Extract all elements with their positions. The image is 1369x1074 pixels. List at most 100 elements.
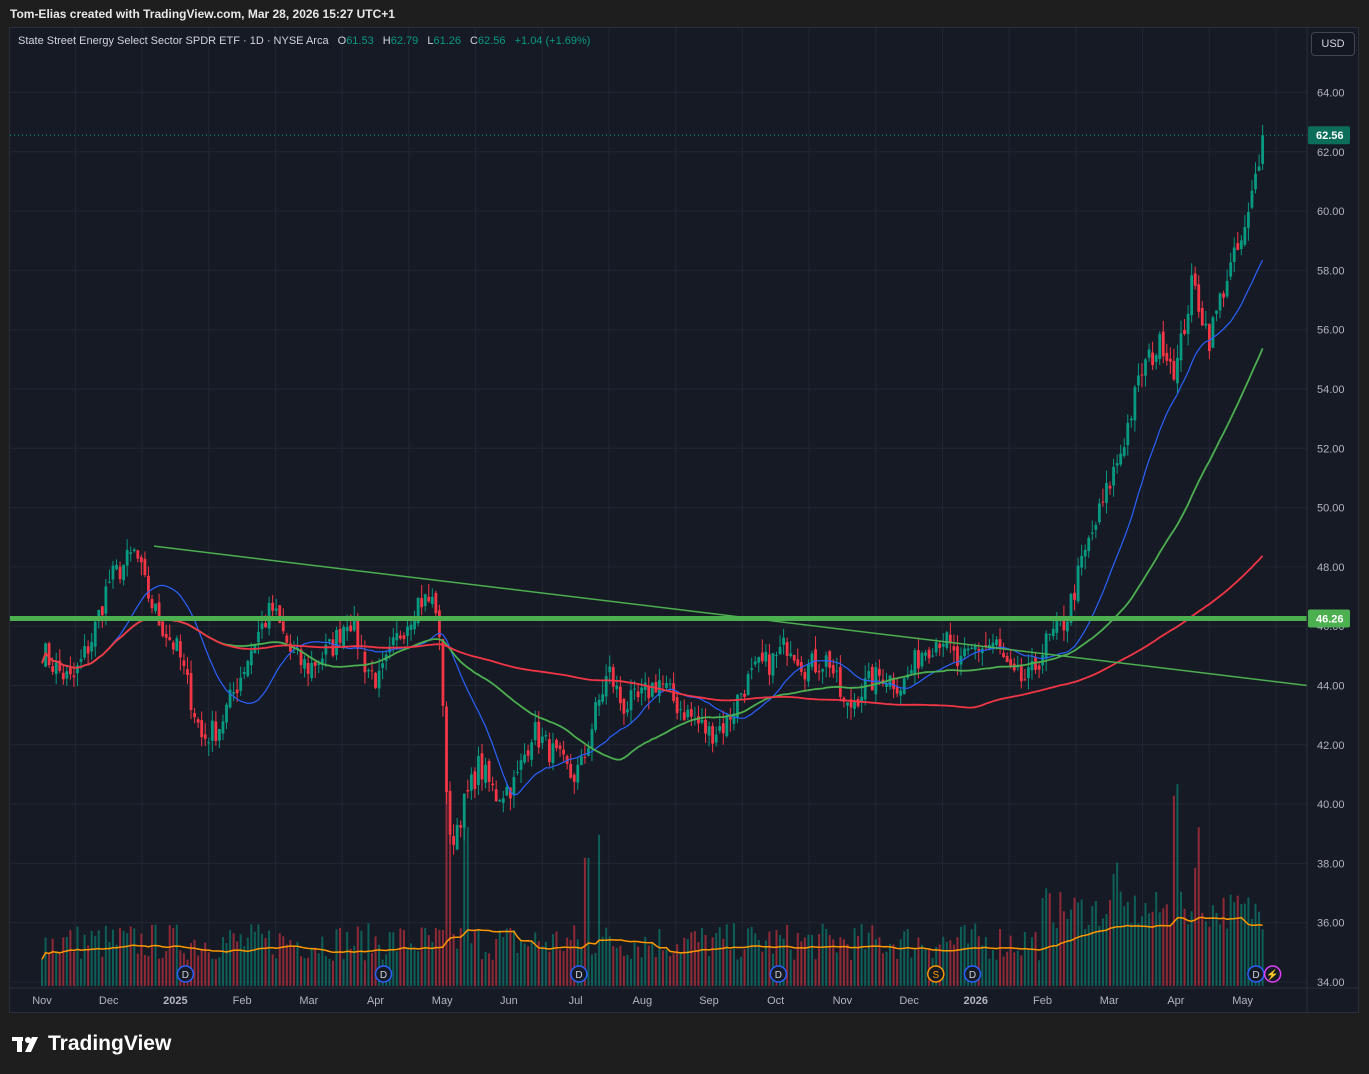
volume-bar xyxy=(136,953,139,986)
candle-body xyxy=(186,669,189,676)
candle-body xyxy=(1030,660,1034,671)
volume-bar xyxy=(708,956,711,986)
candle-body xyxy=(587,747,590,756)
volume-bar xyxy=(133,928,136,986)
volume-bar xyxy=(431,941,434,986)
volume-bar xyxy=(661,950,664,986)
volume-bar xyxy=(633,942,636,986)
time-tick-label: Nov xyxy=(32,995,52,1007)
candle-body xyxy=(1215,310,1218,314)
volume-bar xyxy=(1176,784,1179,986)
event-markers: D D D D S D D ⚡ xyxy=(176,965,1282,983)
candle-body xyxy=(257,631,260,643)
volume-bar xyxy=(441,930,444,986)
tradingview-logo-icon xyxy=(12,1037,38,1052)
volume-bar xyxy=(1048,893,1051,986)
candle-body xyxy=(966,648,970,651)
volume-bar xyxy=(101,956,104,986)
ma-mid-line xyxy=(41,348,1264,761)
volume-bar xyxy=(388,932,391,986)
candle-body xyxy=(1207,324,1211,352)
volume-bar xyxy=(878,937,881,986)
volume-bar xyxy=(126,933,129,986)
candle-body xyxy=(1037,665,1041,670)
volume-bar xyxy=(928,949,931,986)
candle-body xyxy=(526,750,530,756)
volume-bar xyxy=(243,946,246,986)
volume-bar xyxy=(995,959,998,986)
volume-bar xyxy=(729,949,732,986)
candle-body xyxy=(1144,359,1147,376)
candle-body xyxy=(1168,358,1172,362)
volume-bar xyxy=(704,934,707,986)
high-label: H xyxy=(382,35,391,47)
event-marker-label: D xyxy=(380,970,387,981)
volume-bar xyxy=(218,957,221,986)
volume-bar xyxy=(889,943,892,986)
volume-ma-line xyxy=(41,916,1263,960)
volume-bar xyxy=(346,931,349,986)
candle-body xyxy=(196,719,200,723)
volume-bar xyxy=(850,959,853,986)
candle-body xyxy=(853,701,856,709)
volume-bar xyxy=(920,944,923,986)
candle-body xyxy=(193,713,196,718)
candle-body xyxy=(264,622,267,628)
volume-bar xyxy=(115,944,118,986)
volume-bar xyxy=(1112,873,1115,986)
volume-bar xyxy=(1140,916,1143,986)
candle-body xyxy=(427,596,431,602)
volume-bar xyxy=(1137,923,1140,986)
candle-body xyxy=(562,749,565,755)
currency-button[interactable]: USD xyxy=(1311,32,1355,56)
candle-body xyxy=(420,598,424,608)
volume-bar xyxy=(1094,900,1097,986)
volume-bar xyxy=(1148,913,1151,986)
volume-bar xyxy=(566,937,569,986)
candle-body xyxy=(388,646,392,653)
tradingview-logo[interactable]: TradingView xyxy=(12,1032,171,1056)
candle-body xyxy=(1069,593,1073,623)
volume-bar xyxy=(860,923,863,986)
candle-body xyxy=(689,709,693,717)
candle-body xyxy=(977,649,981,651)
candle-body xyxy=(83,646,86,658)
time-tick-label: May xyxy=(432,995,453,1007)
chart-pane[interactable]: 64.00 62.00 60.00 58.00 56.00 54.00 52.00 50.00… xyxy=(9,27,1359,1013)
volume-bar xyxy=(1013,952,1016,986)
candle-body xyxy=(512,777,516,796)
candle-body xyxy=(757,657,761,663)
candle-body xyxy=(931,655,935,657)
candle-body xyxy=(377,670,381,689)
volume-bar xyxy=(1215,912,1218,986)
candle-body xyxy=(686,709,690,718)
volume-bar xyxy=(1250,918,1253,986)
event-marker xyxy=(176,965,195,983)
symbol-title[interactable]: State Street Energy Select Sector SPDR E… xyxy=(18,35,329,47)
volume-bar xyxy=(1066,918,1069,986)
candle-body xyxy=(895,687,899,694)
candle-body xyxy=(846,702,849,706)
volume-bar xyxy=(1247,897,1250,986)
volume-bar xyxy=(459,928,462,986)
volume-bar xyxy=(108,941,111,986)
candle-body xyxy=(750,668,754,670)
candle-body xyxy=(909,670,913,674)
volume-bar xyxy=(683,937,686,986)
volume-bar xyxy=(1261,929,1264,986)
candle-body xyxy=(221,721,225,734)
candle-body xyxy=(430,596,434,604)
candle-body xyxy=(285,635,289,643)
candle-body xyxy=(1097,503,1101,523)
volume-bar xyxy=(140,933,143,986)
candle-body xyxy=(775,655,778,657)
candle-body xyxy=(576,764,580,783)
chart-canvas[interactable]: 64.00 62.00 60.00 58.00 56.00 54.00 52.00 50.00… xyxy=(10,28,1358,1012)
event-marker-label: S xyxy=(932,970,939,981)
ma-fast-line xyxy=(41,259,1264,796)
candle-body xyxy=(271,602,275,611)
candle-body xyxy=(498,800,502,802)
volume-bar xyxy=(1034,932,1037,986)
candle-body xyxy=(743,693,746,698)
volume-bar xyxy=(786,924,789,986)
